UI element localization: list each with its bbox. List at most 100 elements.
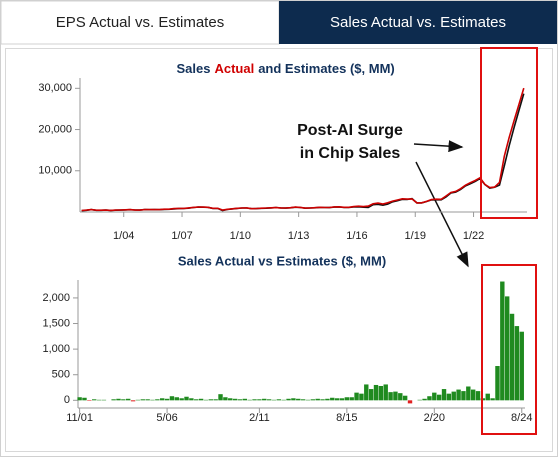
bar: [373, 384, 379, 401]
bar: [150, 399, 155, 401]
bar: [402, 395, 408, 401]
bar: [519, 331, 524, 401]
bar: [135, 399, 141, 401]
bar: [87, 400, 92, 401]
bar: [174, 397, 179, 401]
bar: [500, 281, 505, 401]
arrow: [413, 140, 464, 153]
bar: [121, 399, 126, 401]
tab[interactable]: Sales Actual vs. Estimates: [330, 14, 506, 31]
bar: [213, 399, 218, 401]
bar: [305, 399, 311, 401]
bar: [184, 396, 189, 401]
panel: [5, 48, 553, 452]
bar: [247, 399, 252, 401]
bar: [242, 398, 248, 401]
bar: [427, 396, 432, 401]
bar: [432, 392, 437, 401]
bar: [266, 399, 272, 401]
x-tick-label: 1/16: [346, 230, 367, 242]
bar: [116, 398, 121, 401]
bar: [368, 389, 374, 401]
bar: [189, 398, 194, 401]
x-tick-label: 8/15: [336, 412, 357, 424]
chart-title: Sales Actual and Estimates ($, MM): [158, 61, 405, 76]
bar: [101, 399, 107, 401]
y-tick-label: 30,000: [38, 82, 72, 94]
arrow: [415, 161, 469, 268]
x-tick-label: 8/24: [511, 412, 532, 424]
y-tick-label: 20,000: [38, 123, 72, 135]
bar: [495, 366, 500, 401]
bar: [504, 296, 510, 401]
bar: [407, 400, 413, 404]
bar: [237, 399, 243, 401]
bar: [349, 397, 354, 401]
bar: [310, 399, 316, 401]
bar: [271, 399, 277, 401]
title-part: Actual: [214, 61, 254, 76]
bar: [398, 393, 403, 401]
bar: [91, 399, 97, 401]
bar: [286, 398, 291, 401]
bar: [330, 397, 335, 401]
bar: [509, 313, 515, 401]
bar: [334, 398, 340, 401]
bar: [344, 397, 350, 401]
highlight-box: [480, 47, 538, 219]
x-tick-label: 2/11: [249, 412, 270, 424]
bar: [155, 399, 160, 401]
bar: [232, 398, 238, 401]
line-series: [81, 87, 525, 212]
bar: [223, 397, 228, 401]
bar: [164, 398, 170, 401]
x-tick-label: 5/06: [156, 412, 177, 424]
bar: [281, 399, 286, 401]
title-part: and Estimates ($, MM): [258, 61, 395, 76]
bar: [490, 398, 495, 401]
y-tick-label: 1,000: [42, 343, 70, 355]
x-tick-label: 1/10: [230, 230, 251, 242]
bar: [339, 398, 345, 401]
y-tick-label: 500: [52, 369, 70, 381]
bar: [359, 393, 364, 401]
tab-bg[interactable]: [0, 0, 280, 45]
y-tick-label: 2,000: [42, 292, 70, 304]
annotation: Post-AI Surge: [297, 122, 403, 139]
bar: [315, 398, 320, 401]
bar: [96, 399, 102, 401]
bar: [354, 392, 359, 401]
bar: [169, 396, 175, 401]
bar: [140, 399, 145, 401]
chart-title: Sales Actual vs Estimates ($, MM): [178, 253, 386, 268]
bar: [130, 400, 136, 402]
tab[interactable]: EPS Actual vs. Estimates: [56, 14, 224, 31]
bar: [378, 385, 384, 401]
bar: [145, 399, 150, 401]
bar: [364, 384, 369, 401]
bar: [451, 391, 456, 401]
bar: [218, 394, 223, 401]
x-tick-label: 2/20: [424, 412, 445, 424]
highlight-box: [481, 264, 537, 435]
bar: [422, 398, 427, 401]
bar: [126, 398, 131, 401]
bar: [77, 397, 82, 401]
x-tick-label: 1/07: [171, 230, 192, 242]
bar: [179, 398, 184, 401]
bar: [485, 393, 490, 401]
bar: [262, 398, 267, 401]
x-tick-label: 11/01: [66, 412, 93, 424]
y-tick-label: 10,000: [38, 165, 72, 177]
bar: [228, 398, 233, 401]
y-tick-label: 1,500: [42, 317, 70, 329]
bar: [456, 389, 461, 401]
bar: [475, 391, 481, 401]
bar: [208, 399, 214, 401]
bar: [446, 393, 452, 401]
bar: [160, 398, 165, 401]
bar: [383, 384, 388, 401]
tab-bg-active[interactable]: [279, 1, 557, 44]
x-tick-label: 1/22: [463, 230, 484, 242]
